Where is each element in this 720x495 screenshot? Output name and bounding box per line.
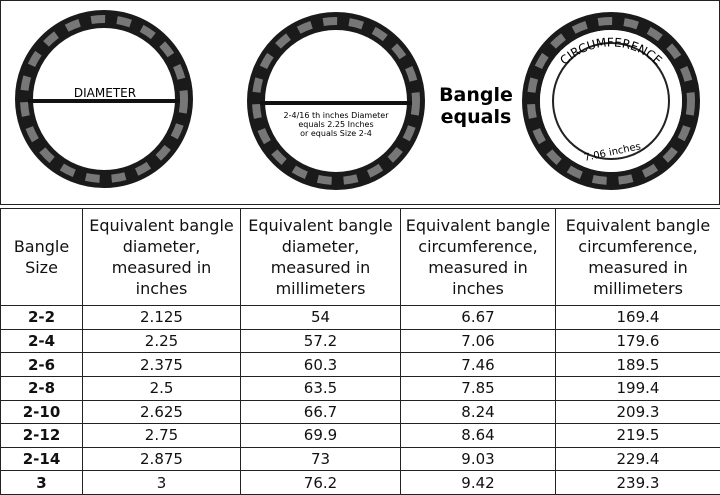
header-row: Bangle Size Equivalent bangle diameter, m… bbox=[0, 208, 720, 306]
table-row: 2-2 2.125 54 6.67 169.4 bbox=[0, 305, 720, 330]
table-cell: 229.4 bbox=[555, 446, 720, 472]
table-cell: 69.9 bbox=[240, 423, 401, 448]
ring-text: equals 2.25 Inches bbox=[298, 120, 373, 129]
table-row: 2-12 2.75 69.9 8.64 219.5 bbox=[0, 423, 720, 448]
table-cell: 2.875 bbox=[82, 446, 241, 472]
table-cell: 209.3 bbox=[555, 399, 720, 425]
table-cell: 76.2 bbox=[240, 470, 401, 495]
table-row: 2-6 2.375 60.3 7.46 189.5 bbox=[0, 352, 720, 377]
table-cell: 239.3 bbox=[555, 470, 720, 495]
header-cell: Bangle Size bbox=[0, 208, 83, 306]
table-cell: 179.6 bbox=[555, 328, 720, 354]
header-cell: Equivalent bangle circumference, measure… bbox=[555, 208, 720, 306]
table-cell: 54 bbox=[240, 305, 401, 330]
table-cell: 2.75 bbox=[82, 423, 241, 448]
table-cell: 3 bbox=[82, 470, 241, 495]
table-cell: 2.625 bbox=[82, 399, 241, 425]
table-cell: 199.4 bbox=[555, 375, 720, 401]
size-table: Bangle Size Equivalent bangle diameter, m… bbox=[0, 208, 720, 495]
table-row: 3 3 76.2 9.42 239.3 bbox=[0, 470, 720, 495]
header-cell: Equivalent bangle diameter, measured in … bbox=[240, 208, 401, 306]
table-cell: 6.67 bbox=[400, 305, 556, 330]
header-cell: Equivalent bangle circumference, measure… bbox=[400, 208, 556, 306]
table-row: 2-10 2.625 66.7 8.24 209.3 bbox=[0, 399, 720, 425]
table-cell: 9.03 bbox=[400, 446, 556, 472]
table-cell: 60.3 bbox=[240, 352, 401, 377]
table-cell: 2-14 bbox=[0, 446, 83, 472]
table-cell: 2.25 bbox=[82, 328, 241, 354]
table-cell: 9.42 bbox=[400, 470, 556, 495]
ring-3: CIRCUMFERENCE 7.06 inches bbox=[522, 12, 700, 190]
table-cell: 7.46 bbox=[400, 352, 556, 377]
table-cell: 2-2 bbox=[0, 305, 83, 330]
table-cell: 2.375 bbox=[82, 352, 241, 377]
table-row: 2-14 2.875 73 9.03 229.4 bbox=[0, 446, 720, 472]
ring-label: DIAMETER bbox=[74, 86, 136, 100]
table-cell: 3 bbox=[0, 470, 83, 495]
table-cell: 8.64 bbox=[400, 423, 556, 448]
table-cell: 7.85 bbox=[400, 375, 556, 401]
table-cell: 189.5 bbox=[555, 352, 720, 377]
table-cell: 2-4 bbox=[0, 328, 83, 354]
table-cell: 7.06 bbox=[400, 328, 556, 354]
table-row: 2-8 2.5 63.5 7.85 199.4 bbox=[0, 375, 720, 401]
table-cell: 8.24 bbox=[400, 399, 556, 425]
table-cell: 2.125 bbox=[82, 305, 241, 330]
table-cell: 2-10 bbox=[0, 399, 83, 425]
table-cell: 219.5 bbox=[555, 423, 720, 448]
table-cell: 63.5 bbox=[240, 375, 401, 401]
table-cell: 73 bbox=[240, 446, 401, 472]
table-cell: 2-12 bbox=[0, 423, 83, 448]
middle-text: Bangle bbox=[439, 84, 513, 106]
ring-1: DIAMETER bbox=[15, 10, 193, 188]
table-row: 2-4 2.25 57.2 7.06 179.6 bbox=[0, 328, 720, 354]
ring-text: or equals Size 2-4 bbox=[300, 129, 372, 138]
header-cell: Equivalent bangle diameter, measured in … bbox=[82, 208, 241, 306]
table-cell: 2-6 bbox=[0, 352, 83, 377]
ring-2: 2-4/16 th inches Diameter equals 2.25 In… bbox=[247, 12, 425, 190]
diagram: DIAMETER 2-4/16 th inches Diameter equal… bbox=[0, 0, 720, 205]
table-cell: 66.7 bbox=[240, 399, 401, 425]
table-cell: 2.5 bbox=[82, 375, 241, 401]
table-cell: 57.2 bbox=[240, 328, 401, 354]
ring-text: 2-4/16 th inches Diameter bbox=[284, 111, 390, 120]
middle-text: equals bbox=[441, 106, 512, 128]
table-cell: 169.4 bbox=[555, 305, 720, 330]
table-cell: 2-8 bbox=[0, 375, 83, 401]
